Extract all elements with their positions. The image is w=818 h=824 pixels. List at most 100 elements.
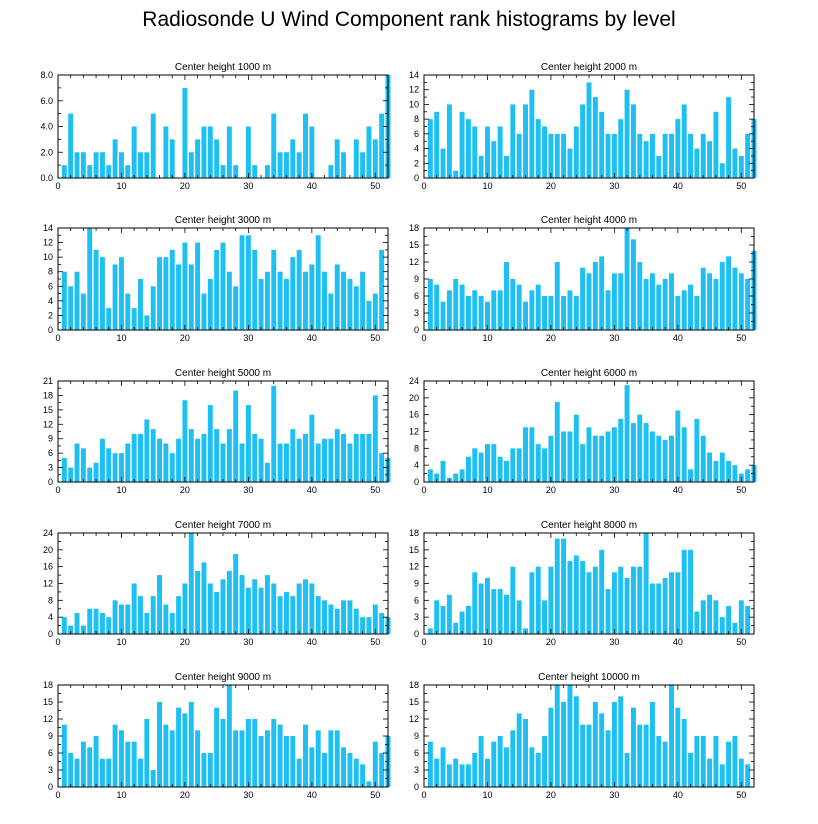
histogram-bar — [315, 443, 321, 482]
y-tick-label: 8 — [414, 443, 419, 453]
histogram-bar — [112, 724, 118, 787]
histogram-bar — [523, 104, 529, 178]
histogram-bar — [561, 538, 567, 634]
histogram-bar — [713, 279, 719, 330]
histogram-bar — [567, 685, 573, 787]
y-tick-label: 12 — [409, 714, 419, 724]
x-tick-label: 30 — [609, 181, 619, 191]
histogram-bar — [516, 713, 522, 787]
histogram-bar — [529, 572, 535, 634]
histogram-bar — [624, 753, 630, 787]
y-tick-label: 3 — [414, 612, 419, 622]
histogram-bar — [252, 165, 258, 179]
x-tick-label: 0 — [55, 790, 60, 800]
histogram-bar — [233, 730, 239, 787]
histogram-bar — [573, 696, 579, 787]
histogram-bar — [214, 707, 220, 787]
histogram-bar — [662, 279, 668, 330]
x-tick-label: 20 — [180, 333, 190, 343]
histogram-bar — [516, 448, 522, 482]
histogram-bar — [258, 587, 264, 634]
histogram-bar — [296, 438, 302, 482]
y-tick-label: 0 — [414, 173, 419, 183]
histogram-bar — [239, 575, 245, 634]
histogram-bar — [68, 286, 74, 330]
x-tick-label: 50 — [370, 485, 380, 495]
histogram-bar — [112, 453, 118, 482]
histogram-bar — [548, 707, 554, 787]
histogram-bar — [465, 296, 471, 330]
histogram-bar — [643, 279, 649, 330]
histogram-bar — [93, 736, 99, 787]
y-tick-label: 18 — [409, 223, 419, 233]
histogram-bar — [309, 126, 315, 178]
histogram-bar — [542, 296, 548, 330]
histogram-bar — [188, 152, 194, 178]
histogram-bar — [80, 448, 86, 482]
histogram-bar — [328, 293, 334, 330]
histogram-bar — [542, 448, 548, 482]
histogram-bar — [106, 758, 112, 787]
histogram-bar — [529, 747, 535, 787]
y-tick-label: 15 — [409, 240, 419, 250]
histogram-bar — [491, 444, 497, 483]
y-tick-label: 12 — [43, 238, 53, 248]
histogram-bar — [675, 707, 681, 787]
histogram-bar — [675, 119, 681, 178]
histogram-bar — [605, 431, 611, 482]
histogram-bar — [207, 405, 213, 482]
histogram-bar — [163, 257, 169, 330]
histogram-bar — [303, 433, 308, 482]
x-tick-label: 20 — [180, 637, 190, 647]
panel-title: Center height 7000 m — [175, 520, 271, 531]
histogram-bar — [106, 165, 112, 179]
histogram-bar — [504, 594, 509, 634]
histogram-bar — [599, 713, 605, 787]
histogram-bar — [592, 566, 598, 634]
histogram-bar — [322, 600, 328, 634]
histogram-bar — [112, 264, 118, 330]
histogram-bar — [484, 577, 490, 634]
histogram-bar — [688, 469, 694, 483]
histogram-bar — [245, 719, 251, 787]
histogram-bar — [264, 462, 270, 482]
histogram-bar — [87, 467, 93, 482]
histogram-bar — [366, 300, 372, 330]
histogram-bar — [233, 554, 239, 634]
histogram-bar — [681, 290, 687, 330]
histogram-panel: Center height 10000 m 0 10 20 30 40 50 0 3 6 9 12 15… — [409, 672, 755, 800]
histogram-bar — [347, 753, 353, 787]
histogram-bar — [618, 119, 624, 178]
histogram-bar — [580, 444, 586, 483]
histogram-bar — [491, 141, 497, 178]
histogram-bar — [523, 301, 529, 330]
histogram-bar — [87, 165, 93, 179]
histogram-bar — [719, 452, 725, 482]
histogram-bar — [315, 235, 321, 330]
x-tick-label: 20 — [180, 181, 190, 191]
histogram-bar — [630, 566, 636, 634]
histogram-panel: Center height 2000 m 0 10 20 30 40 50 0 2 4 6 8 10 12… — [409, 62, 757, 191]
histogram-bar — [656, 736, 662, 787]
histogram-bar — [713, 600, 719, 634]
histogram-bar — [599, 256, 605, 330]
histogram-bar — [353, 608, 359, 634]
y-tick-label: 12 — [409, 562, 419, 572]
histogram-bar — [99, 438, 105, 482]
histogram-bar — [745, 469, 751, 483]
histogram-bar — [182, 242, 188, 330]
histogram-bar — [491, 290, 497, 330]
histogram-bar — [548, 435, 554, 482]
histogram-bar — [440, 148, 446, 178]
histogram-bar — [74, 612, 80, 634]
histogram-bar — [214, 249, 220, 330]
x-tick-label: 20 — [546, 333, 556, 343]
y-tick-label: 6 — [48, 748, 53, 758]
histogram-bar — [379, 753, 385, 787]
histogram-bar — [662, 439, 668, 482]
panel-title: Center height 5000 m — [175, 368, 271, 379]
y-tick-label: 4 — [48, 612, 53, 622]
histogram-bar — [688, 549, 694, 634]
histogram-bar — [681, 427, 687, 482]
